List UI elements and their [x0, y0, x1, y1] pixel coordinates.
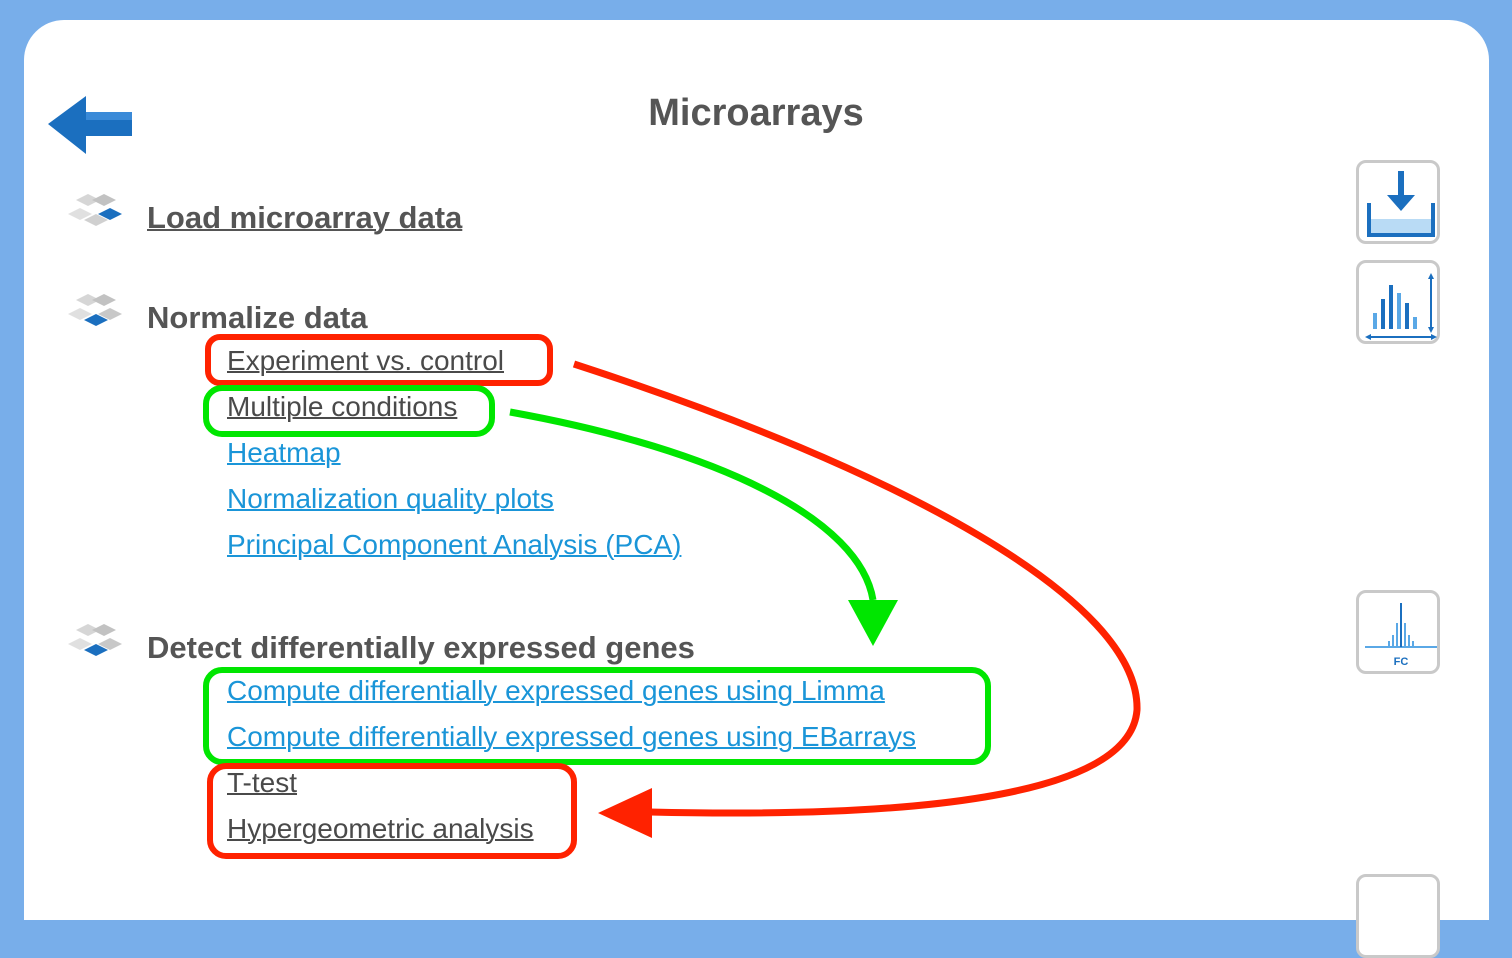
bar-chart-icon — [1365, 273, 1437, 340]
normalize-data-heading: Normalize data — [147, 300, 368, 335]
distribution-chart-button[interactable] — [1356, 260, 1440, 344]
heatmap-link[interactable]: Heatmap — [227, 437, 341, 468]
multiple-conditions-link[interactable]: Multiple conditions — [227, 391, 458, 422]
download-icon — [1367, 171, 1435, 237]
t-test-link[interactable]: T-test — [227, 767, 298, 798]
pca-link[interactable]: Principal Component Analysis (PCA) — [227, 529, 682, 560]
cubes-icon — [68, 194, 122, 226]
hypergeometric-analysis-link[interactable]: Hypergeometric analysis — [227, 813, 534, 844]
fc-label: FC — [1394, 656, 1409, 668]
fold-change-button[interactable]: FC — [1356, 590, 1440, 674]
cubes-icon — [68, 624, 122, 656]
normalization-quality-plots-link[interactable]: Normalization quality plots — [227, 483, 554, 514]
fold-change-icon: FC — [1365, 603, 1437, 668]
load-microarray-data-link[interactable]: Load microarray data — [147, 200, 463, 235]
download-button[interactable] — [1356, 160, 1440, 244]
ebarrays-link[interactable]: Compute differentially expressed genes u… — [227, 721, 916, 752]
limma-link[interactable]: Compute differentially expressed genes u… — [227, 675, 885, 706]
experiment-vs-control-link[interactable]: Experiment vs. control — [227, 345, 504, 376]
page-title: Microarrays — [648, 92, 864, 134]
cubes-icon — [68, 294, 122, 326]
detect-degs-heading: Detect differentially expressed genes — [147, 630, 695, 665]
back-arrow-icon[interactable] — [46, 94, 136, 156]
additional-tool-button[interactable] — [1356, 874, 1440, 958]
